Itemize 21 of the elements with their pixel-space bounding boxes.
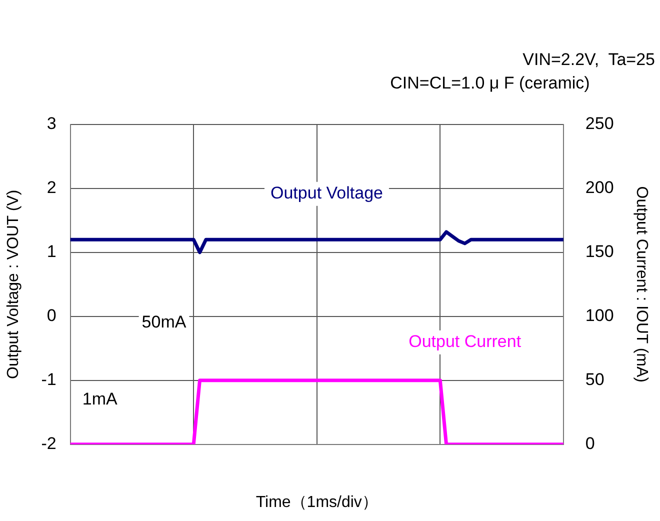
y2-tick-label: 50 bbox=[585, 370, 604, 390]
chart-subtitle: VIN=2.2V, Ta=25 bbox=[522, 50, 655, 69]
annotation: 1mA bbox=[82, 389, 118, 408]
y-tick-label: 2 bbox=[46, 178, 56, 198]
y-tick-label: -2 bbox=[41, 434, 56, 454]
text: CIN=CL=1.0 μ F (ceramic) bbox=[390, 74, 590, 93]
y-tick-label: 1 bbox=[46, 242, 56, 262]
y-tick-label: -1 bbox=[41, 370, 56, 390]
y2-tick-label: 250 bbox=[585, 114, 614, 134]
series-label: Output Current bbox=[408, 332, 522, 352]
y-tick-label: 0 bbox=[46, 306, 56, 326]
x-axis-title: Time（1ms/div） bbox=[256, 494, 378, 511]
y-axis-title: Output Voltage : VOUT (V) bbox=[5, 190, 22, 379]
annotation: 50mA bbox=[142, 312, 187, 332]
y2-axis-title: Output Current : IOUT (mA) bbox=[632, 186, 650, 382]
y2-tick-label: 100 bbox=[585, 306, 614, 326]
y-tick-label: 3 bbox=[46, 114, 56, 134]
y2-tick-label: 0 bbox=[585, 434, 595, 454]
y2-tick-label: 200 bbox=[585, 178, 614, 198]
y2-tick-label: 150 bbox=[585, 242, 614, 262]
text: Output Voltage bbox=[270, 184, 383, 203]
